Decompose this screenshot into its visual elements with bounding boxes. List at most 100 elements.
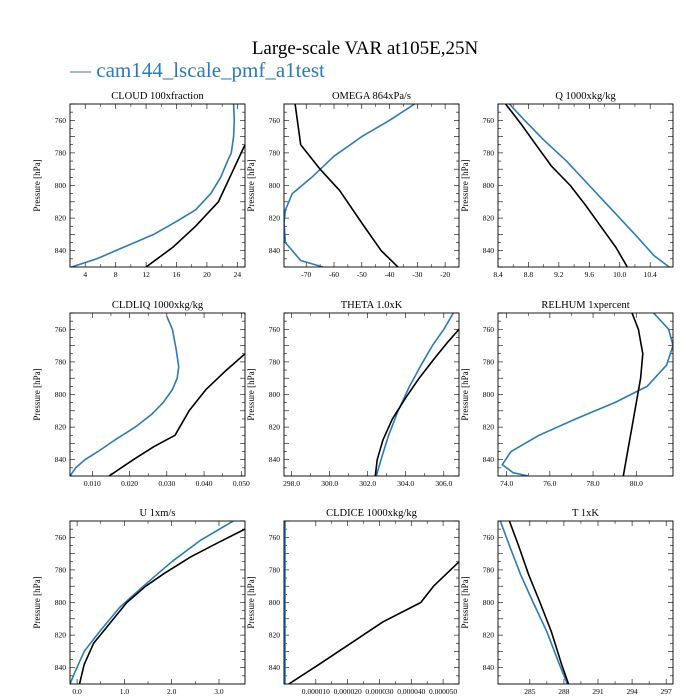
x-tick-label: 288 [558,687,570,696]
y-tick-label: 820 [483,214,495,223]
y-axis-label: Pressure [hPa] [32,576,42,628]
plot-frame [283,520,460,685]
x-tick-label: 0.000020 [334,687,362,696]
series-line-black [288,561,459,684]
x-tick-label: 291 [592,687,604,696]
plot-frame [69,103,246,268]
x-tick-label: 298.0 [283,479,300,488]
y-tick-label: 760 [55,533,67,542]
panel-title: CLOUD 100xfraction [111,91,204,102]
series-line-blue [70,315,180,476]
y-tick-label: 800 [55,598,67,607]
plot-frame [283,312,460,477]
x-tick-label: 0.010 [84,479,101,488]
x-tick-label: 294 [626,687,638,696]
y-tick-label: 760 [483,533,495,542]
series-line-black [78,528,245,684]
panel-title: THETA 1.0xK [341,300,403,311]
panel-title: U 1xm/s [140,508,176,519]
y-axis-label: Pressure [hPa] [460,159,470,211]
y-tick-label: 800 [55,181,67,190]
x-tick-label: -60 [329,270,339,279]
series-line-blue [501,313,673,476]
y-tick-label: 760 [483,325,495,334]
x-tick-label: 302.0 [359,479,376,488]
y-tick-label: 760 [269,325,281,334]
chart-panel: CLOUD 100xfraction Pressure [hPa] 760 780 80… [32,91,246,279]
plot-frame [69,520,246,685]
series-line-blue [375,313,454,476]
plot-frame [497,312,674,477]
y-tick-label: 840 [269,246,281,255]
x-tick-label: 16 [173,270,181,279]
panel-title: T 1xK [572,508,599,519]
plot-frame [497,520,674,685]
y-tick-label: 760 [55,116,67,125]
y-tick-label: 800 [483,598,495,607]
x-tick-label: 9.2 [554,270,564,279]
x-tick-label: 0.000030 [365,687,393,696]
y-tick-label: 800 [269,181,281,190]
y-tick-label: 780 [55,357,67,366]
x-tick-label: -20 [440,270,450,279]
x-tick-label: 74.0 [500,479,513,488]
x-tick-label: 20 [203,270,211,279]
x-tick-label: 24 [234,270,242,279]
x-tick-label: 1.0 [120,687,130,696]
y-tick-label: 800 [483,181,495,190]
y-tick-label: 780 [55,565,67,574]
y-axis-label: Pressure [hPa] [460,576,470,628]
x-tick-label: 80.0 [630,479,643,488]
series-line-blue [508,104,670,267]
series-line-black [374,328,459,476]
panel-title: RELHUM 1xpercent [541,300,629,311]
x-tick-label: 8 [114,270,118,279]
series-line-blue [499,521,569,684]
y-tick-label: 840 [269,663,281,672]
x-tick-label: -40 [385,270,395,279]
x-tick-label: 304.0 [397,479,414,488]
y-tick-label: 820 [55,214,67,223]
y-axis-label: Pressure [hPa] [246,576,256,628]
y-tick-label: 820 [55,631,67,640]
y-tick-label: 840 [55,663,67,672]
y-tick-label: 800 [269,390,281,399]
y-axis-label: Pressure [hPa] [32,159,42,211]
x-tick-label: 8.4 [493,270,503,279]
x-tick-label: 12 [142,270,150,279]
x-tick-label: 0.030 [158,479,175,488]
series-line-blue [71,104,236,267]
x-tick-label: 2.0 [167,687,177,696]
x-tick-label: 78.0 [586,479,599,488]
y-tick-label: 760 [55,325,67,334]
x-tick-label: 8.8 [524,270,534,279]
x-tick-label: 0.000050 [429,687,457,696]
y-axis-label: Pressure [hPa] [246,159,256,211]
y-tick-label: 840 [55,455,67,464]
x-tick-label: 3.0 [214,687,224,696]
y-tick-label: 820 [483,423,495,432]
y-tick-label: 820 [483,631,495,640]
legend-entry: — cam144_lscale_pmf_a1test [69,58,325,82]
y-tick-label: 780 [269,357,281,366]
series-line-blue [70,521,234,684]
y-tick-label: 760 [483,116,495,125]
y-tick-label: 800 [269,598,281,607]
y-tick-label: 780 [483,148,495,157]
y-tick-label: 820 [269,214,281,223]
figure-title: Large-scale VAR at105E,25N [252,38,479,59]
y-tick-label: 800 [55,390,67,399]
panel-title: CLDICE 1000xkg/kg [326,508,417,519]
x-tick-label: 0.020 [121,479,138,488]
chart-panel: Q 1000xkg/kg Pressure [hPa] 760 780 800 820 84… [460,91,674,279]
chart-panel: OMEGA 864xPa/s Pressure [hPa] 760 780 800 820… [246,91,460,279]
panel-title: OMEGA 864xPa/s [332,91,411,102]
x-tick-label: 285 [524,687,536,696]
x-tick-label: -70 [301,270,311,279]
y-tick-label: 840 [55,246,67,255]
x-tick-label: 0.0 [72,687,82,696]
y-tick-label: 840 [483,455,495,464]
x-tick-label: 0.040 [196,479,213,488]
y-tick-label: 840 [269,455,281,464]
